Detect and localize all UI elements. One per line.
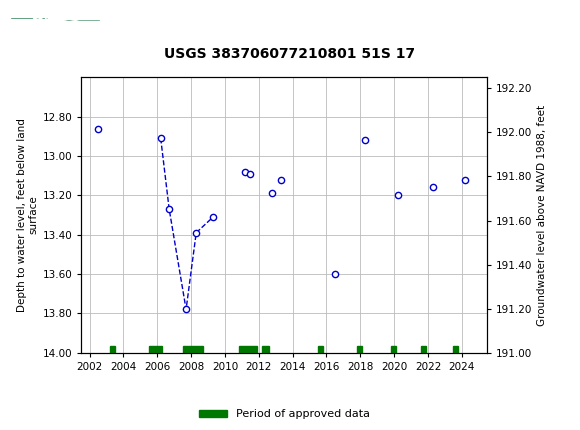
Bar xyxy=(421,346,426,353)
Bar xyxy=(262,346,269,353)
Text: USGS: USGS xyxy=(30,7,81,25)
Text: USGS 383706077210801 51S 17: USGS 383706077210801 51S 17 xyxy=(165,47,415,61)
Bar xyxy=(357,346,362,353)
FancyBboxPatch shape xyxy=(63,18,100,21)
Bar xyxy=(454,346,458,353)
Bar xyxy=(110,346,115,353)
FancyBboxPatch shape xyxy=(10,18,48,21)
FancyBboxPatch shape xyxy=(10,17,48,19)
Legend: Period of approved data: Period of approved data xyxy=(194,405,374,424)
FancyBboxPatch shape xyxy=(63,17,100,19)
Bar xyxy=(238,346,257,353)
Bar xyxy=(149,346,162,353)
Bar xyxy=(391,346,396,353)
Bar xyxy=(183,346,203,353)
Y-axis label: Groundwater level above NAVD 1988, feet: Groundwater level above NAVD 1988, feet xyxy=(536,104,547,326)
Y-axis label: Depth to water level, feet below land
surface: Depth to water level, feet below land su… xyxy=(17,118,38,312)
Bar xyxy=(318,346,323,353)
